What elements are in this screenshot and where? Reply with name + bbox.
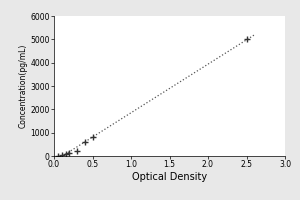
Y-axis label: Concentration(pg/mL): Concentration(pg/mL) — [19, 44, 28, 128]
X-axis label: Optical Density: Optical Density — [132, 172, 207, 182]
